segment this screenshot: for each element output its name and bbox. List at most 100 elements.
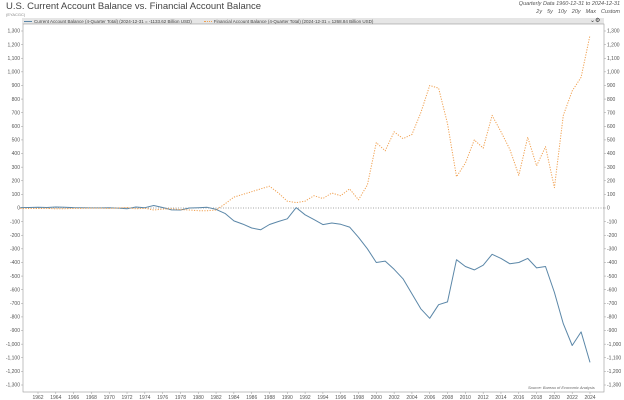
x-tick-label: 2002 [389,395,400,400]
y-tick-label-right: 400 [607,151,616,157]
y-tick-label-right: 200 [607,178,616,184]
gear-icon[interactable]: ⚙ [595,18,601,24]
y-tick-label-left: 900 [12,83,21,89]
chevron-down-icon[interactable]: ⌄ [590,18,596,24]
y-tick-label-right: -400 [607,260,617,266]
range-max-button[interactable]: Max [585,9,597,15]
y-tick-label-left: -300 [10,247,20,253]
y-tick-label-left: 100 [12,192,21,198]
x-tick-label: 1966 [68,395,79,400]
range-10y-button[interactable]: 10y [557,9,567,15]
source-note: Source: Bureau of Economic Analysis [528,385,595,390]
legend-item-current-account[interactable]: Current Account Balance (4-Quarter Total… [24,19,192,24]
y-tick-label-left: 1,000 [7,70,20,76]
x-tick-label: 1978 [175,395,186,400]
x-tick-label: 1970 [104,395,115,400]
chart-tools: ⌄⚙ [590,18,600,24]
y-tick-label-right: 300 [607,165,616,171]
y-tick-label-right: -800 [607,315,617,321]
x-tick-label: 2008 [442,395,453,400]
y-tick-label-right: 1,300 [607,29,620,35]
y-tick-label-left: 600 [12,124,21,130]
x-tick-label: 1992 [300,395,311,400]
x-tick-label: 1990 [282,395,293,400]
range-2y-button[interactable]: 2y [536,9,543,15]
y-tick-label-left: -900 [10,328,20,334]
x-tick-label: 1996 [335,395,346,400]
y-tick-label-right: 1,100 [607,56,620,62]
range-custom-button[interactable]: Custom [601,9,620,15]
x-tick-label: 1984 [228,395,239,400]
y-tick-label-right: 500 [607,138,616,144]
range-20y-button[interactable]: 20y [571,9,581,15]
x-tick-label: 2012 [478,395,489,400]
y-tick-label-right: 0 [607,206,610,212]
range-buttons: 2y 5y 10y 20y Max Custom [536,9,620,15]
x-tick-label: 1994 [317,395,328,400]
x-tick-label: 1972 [121,395,132,400]
y-tick-label-left: -1,000 [6,342,20,348]
y-tick-label-right: -500 [607,274,617,280]
x-tick-label: 2006 [424,395,435,400]
current-account-line [20,205,591,363]
y-tick-label-right: -1,000 [607,342,621,348]
y-tick-label-left: -1,200 [6,369,20,375]
y-tick-label-left: 400 [12,151,21,157]
x-tick-label: 1964 [50,395,61,400]
x-tick-label: 1988 [264,395,275,400]
y-tick-label-right: -1,300 [607,383,621,389]
y-tick-label-right: -100 [607,219,617,225]
legend-swatch [24,20,32,22]
y-tick-label-right: 800 [607,97,616,103]
y-tick-label-right: -700 [607,301,617,307]
y-tick-label-left: -200 [10,233,20,239]
legend: Current Account Balance (4-Quarter Total… [22,18,604,24]
y-tick-label-left: 0 [17,206,20,212]
legend-item-financial-account[interactable]: Financial Account Balance (4-Quarter Tot… [203,18,374,24]
y-tick-label-right: 600 [607,124,616,130]
y-tick-label-right: 1,000 [607,70,620,76]
y-tick-label-right: 900 [607,83,616,89]
y-tick-label-left: 1,200 [7,42,20,48]
y-tick-label-right: -1,100 [607,355,621,361]
y-tick-label-left: -400 [10,260,20,266]
x-tick-label: 1976 [157,395,168,400]
x-tick-label: 1998 [353,395,364,400]
y-tick-label-left: 500 [12,138,21,144]
x-tick-label: 2022 [567,395,578,400]
range-5y-button[interactable]: 5y [547,9,553,15]
y-tick-label-left: -1,100 [6,355,20,361]
y-tick-label-left: -500 [10,274,20,280]
y-tick-label-left: -600 [10,287,20,293]
y-tick-label-right: 100 [607,192,616,198]
legend-label: Financial Account Balance (4-Quarter Tot… [213,18,374,24]
chart-title: U.S. Current Account Balance vs. Financi… [6,1,262,12]
chart-subtitle: (EYACGC) [6,12,26,17]
y-tick-label-right: 700 [607,110,616,116]
x-tick-label: 2024 [584,395,595,400]
y-tick-label-left: 200 [12,178,21,184]
y-tick-label-left: -700 [10,301,20,307]
y-tick-label-left: 1,100 [7,56,20,62]
x-tick-label: 2018 [531,395,542,400]
x-tick-label: 1974 [139,395,150,400]
legend-label: Current Account Balance (4-Quarter Total… [34,18,192,24]
y-tick-label-left: -800 [10,315,20,321]
y-tick-label-right: -200 [607,233,617,239]
x-tick-label: 1982 [211,395,222,400]
x-tick-label: 1968 [86,395,97,400]
x-tick-label: 2004 [406,395,417,400]
y-tick-label-left: 800 [12,97,21,103]
y-tick-label-left: 300 [12,165,21,171]
financial-account-line [20,35,591,212]
y-tick-label-left: 1,300 [7,29,20,35]
x-tick-label: 1980 [193,395,204,400]
x-tick-label: 2014 [495,395,506,400]
y-tick-label-left: 700 [12,110,21,116]
x-tick-label: 1986 [246,395,257,400]
y-tick-label-right: 1,200 [607,42,620,48]
y-tick-label-right: -900 [607,328,617,334]
x-tick-label: 1962 [32,395,43,400]
y-tick-label-right: -1,200 [607,369,621,375]
